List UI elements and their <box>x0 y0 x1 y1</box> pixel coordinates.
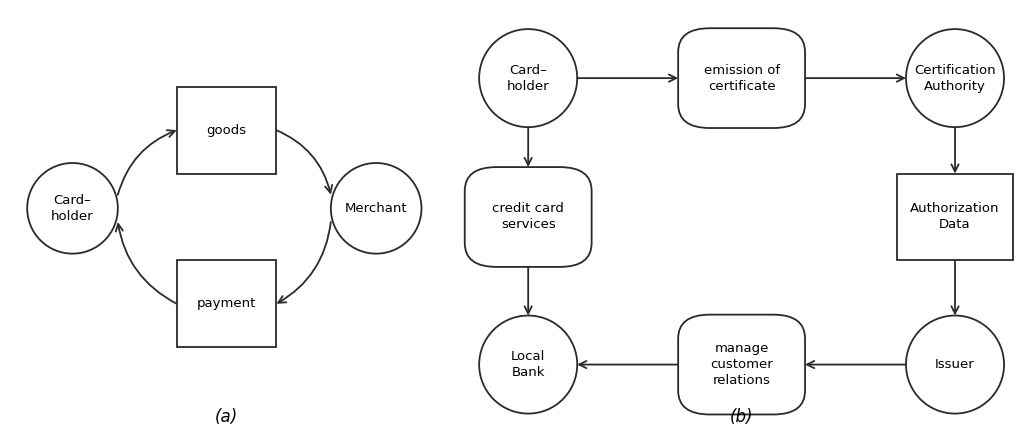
Text: emission of
certificate: emission of certificate <box>703 64 780 92</box>
Ellipse shape <box>479 29 577 127</box>
Text: Merchant: Merchant <box>345 202 408 215</box>
Text: Local
Bank: Local Bank <box>511 350 545 379</box>
FancyArrowPatch shape <box>278 222 331 303</box>
Text: payment: payment <box>197 297 256 310</box>
Text: (b): (b) <box>730 408 753 426</box>
FancyBboxPatch shape <box>465 167 591 267</box>
Text: Card–
holder: Card– holder <box>507 64 549 92</box>
FancyArrowPatch shape <box>276 130 333 193</box>
FancyBboxPatch shape <box>678 28 805 128</box>
FancyArrowPatch shape <box>117 130 175 195</box>
Text: (a): (a) <box>215 408 238 426</box>
FancyArrowPatch shape <box>579 361 678 368</box>
Text: manage
customer
relations: manage customer relations <box>711 342 772 387</box>
FancyArrowPatch shape <box>577 75 676 82</box>
Ellipse shape <box>479 316 577 414</box>
Text: goods: goods <box>207 124 246 137</box>
FancyArrowPatch shape <box>805 75 904 82</box>
FancyArrowPatch shape <box>524 267 531 313</box>
Text: credit card
services: credit card services <box>492 203 564 231</box>
Bar <box>177 260 276 347</box>
FancyArrowPatch shape <box>115 224 177 304</box>
Text: Authorization
Data: Authorization Data <box>911 203 1000 231</box>
Text: Card–
holder: Card– holder <box>52 194 94 223</box>
FancyBboxPatch shape <box>678 315 805 414</box>
Bar <box>897 174 1012 260</box>
Bar <box>177 87 276 174</box>
Ellipse shape <box>906 29 1004 127</box>
Text: Certification
Authority: Certification Authority <box>915 64 996 92</box>
FancyArrowPatch shape <box>952 127 959 171</box>
FancyArrowPatch shape <box>524 127 531 165</box>
Ellipse shape <box>331 163 421 253</box>
Ellipse shape <box>27 163 117 253</box>
Text: Issuer: Issuer <box>935 358 974 371</box>
FancyArrowPatch shape <box>952 260 959 313</box>
Ellipse shape <box>906 316 1004 414</box>
FancyArrowPatch shape <box>808 361 906 368</box>
